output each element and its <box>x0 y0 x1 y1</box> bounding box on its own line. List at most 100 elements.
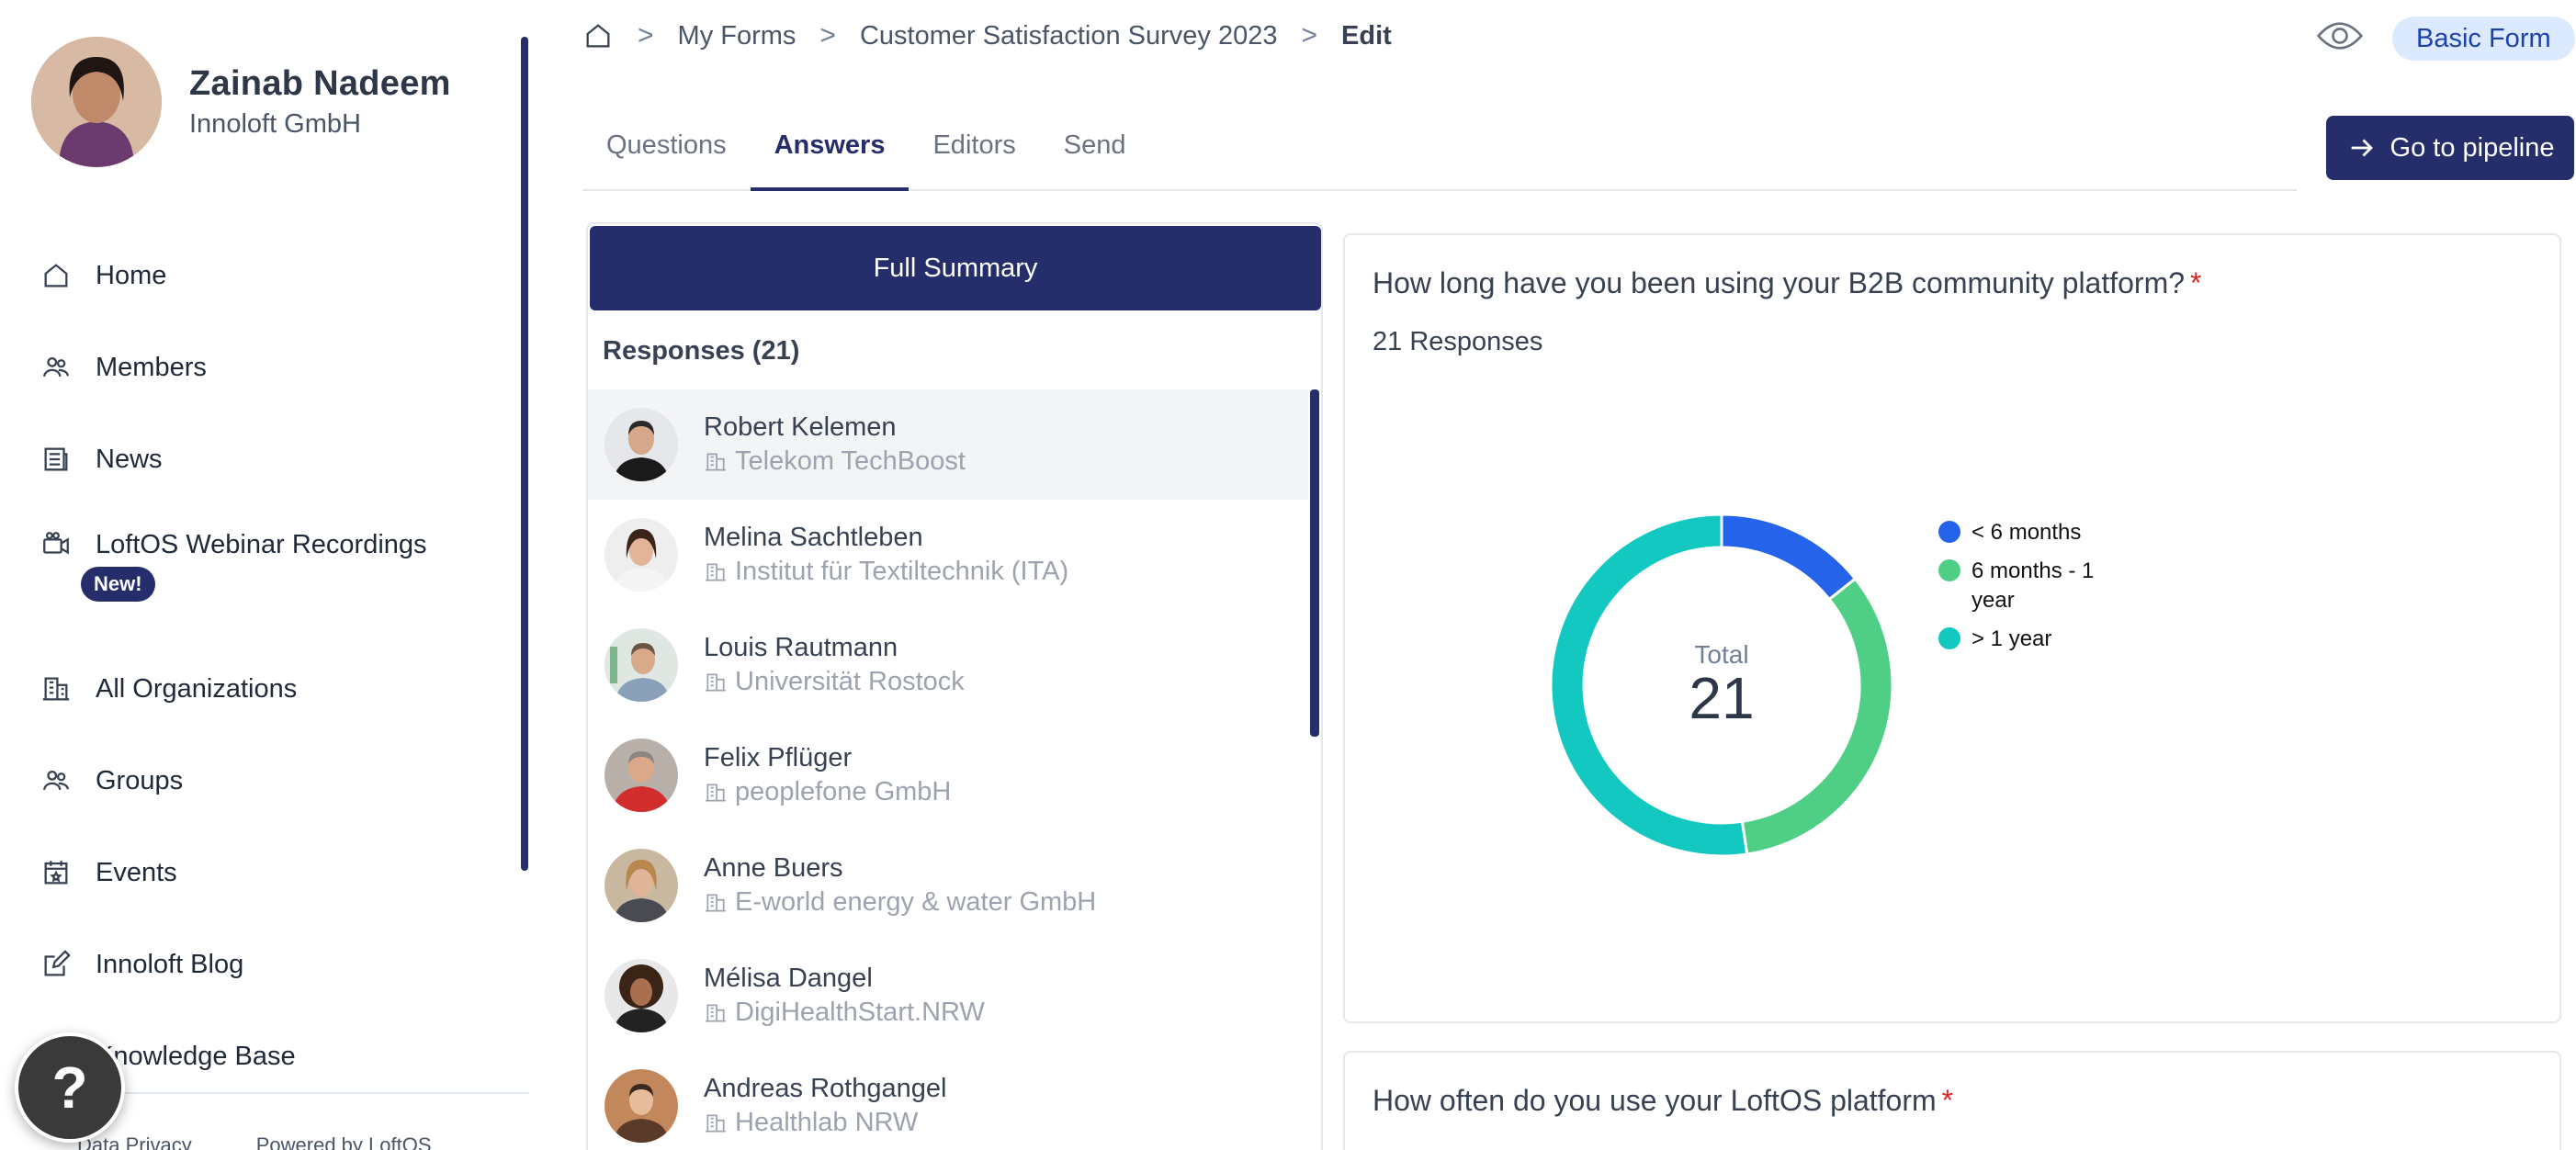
eye-icon[interactable] <box>2317 20 2363 51</box>
sidebar-item-home[interactable]: Home <box>40 230 500 321</box>
donut-slice[interactable] <box>1549 513 1749 858</box>
sidebar-item-all-organizations[interactable]: All Organizations <box>40 643 500 735</box>
response-name: Andreas Rothgangel <box>704 1074 947 1103</box>
chart-total-value: 21 <box>1689 665 1754 731</box>
question-title: How often do you use your LoftOS platfor… <box>1373 1084 1953 1118</box>
list-item[interactable]: Robert Kelemen Telekom TechBoost <box>588 389 1308 500</box>
question-card: How often do you use your LoftOS platfor… <box>1343 1051 2561 1150</box>
avatar <box>604 1069 678 1143</box>
building-icon <box>42 677 70 701</box>
response-org-label: Healthlab NRW <box>735 1108 919 1137</box>
tab-answers[interactable]: Answers <box>750 114 910 191</box>
response-org: E-world energy & water GmbH <box>704 887 1096 918</box>
building-icon <box>706 452 726 471</box>
response-org-label: DigiHealthStart.NRW <box>735 998 985 1027</box>
list-item[interactable]: Anne Buers E-world energy & water GmbH <box>588 830 1308 941</box>
sidebar-item-label: Home <box>96 260 167 290</box>
responses-header: Responses (21) <box>603 336 800 366</box>
sidebar-item-events[interactable]: Events <box>40 827 500 919</box>
building-icon <box>706 672 726 692</box>
list-item[interactable]: Louis Rautmann Universität Rostock <box>588 610 1308 720</box>
sidebar-item-label: Groups <box>96 765 184 795</box>
donut-slice[interactable] <box>1740 576 1894 856</box>
legend-swatch <box>1938 627 1960 649</box>
avatar <box>604 628 678 702</box>
home-icon <box>44 264 68 288</box>
response-name: Louis Rautmann <box>704 633 898 662</box>
sidebar-item-label: Innoloft Blog <box>96 949 244 979</box>
response-count: 21 Responses <box>1373 327 1543 356</box>
sidebar-scrollbar[interactable] <box>521 37 528 871</box>
data-privacy-link[interactable]: Data Privacy <box>77 1133 192 1150</box>
go-to-pipeline-button[interactable]: Go to pipeline <box>2326 116 2574 180</box>
sidebar-item-groups[interactable]: Groups <box>40 735 500 827</box>
sidebar-item-webinar-recordings[interactable]: LoftOS Webinar Recordings <box>40 505 500 643</box>
list-item[interactable]: Felix Pflüger peoplefone GmbH <box>588 720 1308 830</box>
legend-item[interactable]: < 6 months <box>1938 518 2109 547</box>
response-name: Robert Kelemen <box>704 412 897 442</box>
response-org: Institut für Textiltechnik (ITA) <box>704 557 1068 587</box>
sidebar-item-news[interactable]: News <box>40 413 500 505</box>
sidebar-item-label: News <box>96 444 163 474</box>
legend-item[interactable]: > 1 year <box>1938 625 2109 654</box>
list-item[interactable]: Melina Sachtleben Institut für Textiltec… <box>588 500 1308 610</box>
responses-list: Robert Kelemen Telekom TechBoost Melina … <box>588 389 1308 1150</box>
response-org-label: Institut für Textiltechnik (ITA) <box>735 557 1069 586</box>
sidebar-divider <box>77 1092 529 1094</box>
breadcrumb: > My Forms > Customer Satisfaction Surve… <box>582 20 1392 51</box>
members-icon <box>43 356 69 378</box>
legend-item[interactable]: 6 months - 1 year <box>1938 557 2109 615</box>
response-org: Telekom TechBoost <box>704 446 966 477</box>
basic-form-badge[interactable]: Basic Form <box>2392 17 2575 61</box>
response-org-label: E-world energy & water GmbH <box>735 887 1097 917</box>
response-name: Mélisa Dangel <box>704 964 873 993</box>
response-org: Universität Rostock <box>704 667 965 697</box>
tab-questions[interactable]: Questions <box>606 130 727 160</box>
response-org-label: Telekom TechBoost <box>735 446 966 476</box>
response-name: Anne Buers <box>704 853 843 883</box>
building-icon <box>706 1113 726 1133</box>
breadcrumb-my-forms[interactable]: My Forms <box>677 20 797 51</box>
sidebar-item-label: LoftOS Webinar Recordings <box>96 530 427 559</box>
tab-editors[interactable]: Editors <box>932 130 1016 160</box>
required-mark: * <box>2190 266 2202 299</box>
profile[interactable]: Zainab Nadeem Innoloft GmbH <box>31 37 451 167</box>
responses-scrollbar[interactable] <box>1310 389 1319 737</box>
responses-panel: Full Summary Responses (21) Robert Kelem… <box>586 222 1323 1150</box>
sidebar-item-innoloft-blog[interactable]: Innoloft Blog <box>40 919 500 1010</box>
news-icon <box>44 447 68 471</box>
building-icon <box>706 893 726 912</box>
chart-total-label: Total <box>1694 640 1748 669</box>
sidebar-item-label: Events <box>96 857 177 887</box>
avatar <box>604 738 678 812</box>
help-button[interactable]: ? <box>15 1032 125 1143</box>
question-title: How long have you been using your B2B co… <box>1373 266 2201 300</box>
new-badge: New! <box>81 567 155 602</box>
response-org: DigiHealthStart.NRW <box>704 998 985 1028</box>
avatar <box>31 37 162 167</box>
breadcrumb-survey[interactable]: Customer Satisfaction Survey 2023 <box>859 20 1278 51</box>
legend-label: > 1 year <box>1972 626 2052 651</box>
response-org-label: peoplefone GmbH <box>735 777 952 806</box>
profile-org: Innoloft GmbH <box>189 109 361 139</box>
donut-slice[interactable] <box>1720 513 1858 602</box>
breadcrumb-separator: > <box>1301 20 1318 51</box>
list-item[interactable]: Mélisa Dangel DigiHealthStart.NRW <box>588 941 1308 1051</box>
full-summary-button[interactable]: Full Summary <box>590 226 1321 310</box>
home-icon[interactable] <box>582 20 614 51</box>
powered-by-link[interactable]: Powered by LoftOS <box>255 1133 432 1150</box>
tab-send[interactable]: Send <box>1063 130 1126 160</box>
building-icon <box>706 783 726 802</box>
tabs: Questions Answers Editors Send <box>582 114 2297 191</box>
sidebar-item-members[interactable]: Members <box>40 321 500 413</box>
response-name: Melina Sachtleben <box>704 523 923 552</box>
response-org-label: Universität Rostock <box>735 667 965 696</box>
question-title-text: How often do you use your LoftOS platfor… <box>1373 1084 1937 1117</box>
required-mark: * <box>1941 1084 1954 1117</box>
sidebar-footer: Data Privacy Powered by LoftOS <box>77 1133 432 1150</box>
video-icon <box>43 532 69 555</box>
chart-legend: < 6 months 6 months - 1 year > 1 year <box>1938 518 2109 663</box>
calendar-icon <box>44 861 68 885</box>
list-item[interactable]: Andreas Rothgangel Healthlab NRW <box>588 1051 1308 1150</box>
response-org: peoplefone GmbH <box>704 777 951 807</box>
